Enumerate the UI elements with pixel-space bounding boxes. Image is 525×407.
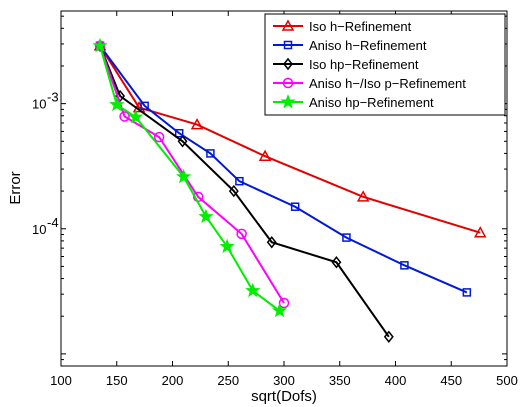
legend-label: Iso h−Refinement: [309, 19, 412, 34]
x-tick-label: 450: [440, 373, 462, 388]
data-point: [228, 184, 239, 198]
legend-label: Aniso hp−Refinement: [309, 95, 434, 110]
x-tick-label: 150: [106, 373, 128, 388]
y-ticks: 10-410-3: [32, 15, 507, 367]
x-tick-label: 300: [273, 373, 295, 388]
y-tick-label-base: 10: [32, 222, 46, 237]
y-tick-label-exponent: -3: [47, 90, 59, 105]
data-point: [473, 226, 487, 238]
data-point: [281, 19, 295, 31]
series-line: [99, 45, 468, 294]
x-tick-label: 100: [50, 373, 72, 388]
data-point: [153, 131, 165, 143]
legend-item: Aniso h−Refinement: [273, 38, 427, 53]
legend-label: Aniso h−Refinement: [309, 38, 427, 53]
x-tick-label: 350: [329, 373, 351, 388]
data-point: [282, 77, 294, 89]
x-ticks: 100 150 200 250 300 350 400 450 500: [50, 11, 518, 388]
data-point: [283, 40, 293, 50]
data-point: [271, 302, 288, 318]
legend: Iso h−Refinement Aniso h−Refinement Iso hp…: [264, 13, 506, 116]
series-line: [99, 45, 390, 338]
data-point: [177, 135, 188, 148]
data-point: [236, 228, 247, 240]
x-axis-label: sqrt(Dofs): [251, 388, 317, 405]
data-point: [290, 202, 300, 211]
data-point: [283, 57, 293, 71]
data-point: [462, 288, 472, 297]
data-point: [128, 109, 144, 124]
data-point: [356, 190, 370, 202]
legend-item: Iso h−Refinement: [273, 19, 412, 34]
data-point: [176, 168, 192, 184]
data-point: [140, 101, 149, 111]
data-point: [266, 236, 277, 249]
data-point: [280, 94, 296, 109]
data-point: [342, 233, 351, 242]
data-point: [109, 96, 125, 112]
legend-label: Aniso h−/Iso p−Refinement: [309, 76, 466, 91]
legend-item: Aniso h−/Iso p−Refinement: [273, 76, 466, 91]
x-tick-label: 250: [217, 373, 239, 388]
data-point: [119, 111, 130, 122]
y-tick-label-base: 10: [32, 97, 46, 112]
x-tick-label: 500: [496, 373, 518, 388]
data-point: [206, 149, 215, 158]
data-point: [258, 149, 272, 161]
data-point: [383, 330, 394, 343]
series-line: [99, 45, 481, 234]
data-point: [190, 118, 204, 130]
data-point: [174, 128, 184, 138]
legend-item: Iso hp−Refinement: [273, 57, 419, 72]
data-point: [331, 256, 342, 269]
data-point: [219, 238, 235, 254]
data-point: [245, 282, 261, 298]
x-tick-label: 400: [385, 373, 407, 388]
data-point: [400, 261, 409, 270]
y-axis-label: Error: [7, 171, 24, 204]
data-point: [92, 37, 108, 53]
x-tick-label: 200: [162, 373, 184, 388]
data-point: [198, 208, 214, 224]
series-layer: [92, 37, 487, 343]
series-4: [92, 37, 288, 318]
legend-item: Aniso hp−Refinement: [273, 94, 434, 110]
legend-label: Iso hp−Refinement: [309, 57, 419, 72]
y-tick-label-exponent: -4: [47, 215, 59, 230]
legend-box: [264, 13, 506, 116]
data-point: [235, 176, 244, 186]
